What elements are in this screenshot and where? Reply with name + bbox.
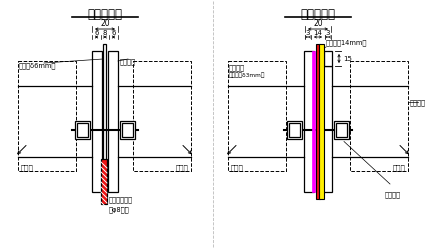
Bar [228,62,286,171]
Text: 钢板（δ6mm）: 钢板（δ6mm） [19,62,57,68]
Text: 3: 3 [306,30,310,36]
Text: 或φ8钢筋: 或φ8钢筋 [109,206,130,212]
Bar [77,123,88,137]
Bar [75,121,90,139]
Text: 模板面板: 模板面板 [120,58,136,64]
Text: 螺栓垫圈: 螺栓垫圈 [385,190,401,197]
Bar [334,121,349,139]
Text: 3: 3 [326,30,330,36]
Text: 双面胶带: 双面胶带 [229,64,245,70]
Bar [133,62,191,171]
Text: 模板面板: 模板面板 [410,99,425,105]
Text: 15: 15 [343,56,352,62]
Text: 矩形小钢板条: 矩形小钢板条 [109,196,133,202]
Bar [103,45,106,199]
Bar [18,62,76,171]
Bar [92,52,102,192]
Bar [304,52,314,192]
Text: 14: 14 [314,30,323,36]
Bar [322,67,332,192]
Bar [324,52,332,67]
Text: 侧模板: 侧模板 [21,164,34,170]
Bar [120,121,135,139]
Bar [289,123,300,137]
Bar [316,45,320,199]
Bar [319,45,324,199]
Bar [336,123,347,137]
Bar [122,123,133,137]
Text: 侧模板: 侧模板 [231,164,244,170]
Text: 真缝示意图: 真缝示意图 [88,8,122,21]
Bar [101,159,107,204]
Text: 侧模板: 侧模板 [392,164,405,170]
Text: （压缩后δ3mm）: （压缩后δ3mm） [229,72,265,77]
Text: 6: 6 [111,30,116,36]
Text: 6: 6 [94,30,99,36]
Bar [287,121,302,139]
Bar [108,52,118,192]
Text: 20: 20 [313,18,323,28]
Bar [350,62,408,171]
Text: 假缝示意图: 假缝示意图 [300,8,335,21]
Text: 侧模板: 侧模板 [175,164,188,170]
Bar [312,52,315,192]
Text: 8: 8 [103,30,107,36]
Text: 20: 20 [100,18,110,28]
Text: 钢板条（14mm）: 钢板条（14mm） [326,39,367,46]
